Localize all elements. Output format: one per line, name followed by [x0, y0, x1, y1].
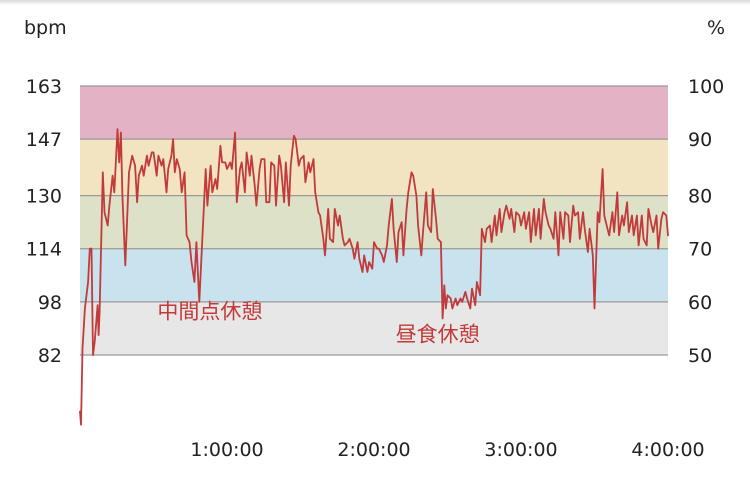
x-tick-label: 2:00:00: [337, 439, 410, 461]
top-shadow: [0, 0, 750, 5]
y-left-tick-label: 98: [38, 292, 62, 314]
y-right-unit: %: [707, 17, 725, 39]
y-right-tick-label: 70: [688, 239, 712, 261]
y-right-tick-label: 100: [688, 76, 724, 98]
y-left-tick-label: 82: [38, 345, 62, 367]
zone-band-1: [80, 139, 668, 196]
zone-band-4: [80, 301, 668, 355]
heart-rate-line: [79, 128, 669, 426]
zone-band-0: [80, 86, 668, 140]
axis-labels: bpm % 163 147 130 114 98 82 100 90 80 70 60 50 1:00:00…: [24, 17, 725, 461]
series-lines: [79, 128, 669, 426]
y-left-tick-label: 114: [26, 239, 62, 261]
y-right-tick-label: 90: [688, 129, 712, 151]
grid-lines: [80, 85, 668, 356]
y-right-tick-label: 80: [688, 186, 712, 208]
y-left-tick-label: 147: [26, 129, 62, 151]
zone-bands: [80, 86, 668, 355]
y-left-unit: bpm: [24, 17, 67, 39]
zone-band-3: [80, 248, 668, 302]
annotation-label: 昼食休憩: [396, 323, 480, 347]
y-right-tick-label: 60: [688, 292, 712, 314]
y-left-tick-label: 130: [26, 186, 62, 208]
y-left-tick-label: 163: [26, 76, 62, 98]
y-right-tick-label: 50: [688, 345, 712, 367]
x-tick-label: 1:00:00: [190, 439, 263, 461]
x-tick-label: 3:00:00: [484, 439, 557, 461]
zone-band-2: [80, 195, 668, 249]
annotation-label: 中間点休憩: [157, 299, 262, 323]
x-tick-label: 4:00:00: [631, 439, 704, 461]
